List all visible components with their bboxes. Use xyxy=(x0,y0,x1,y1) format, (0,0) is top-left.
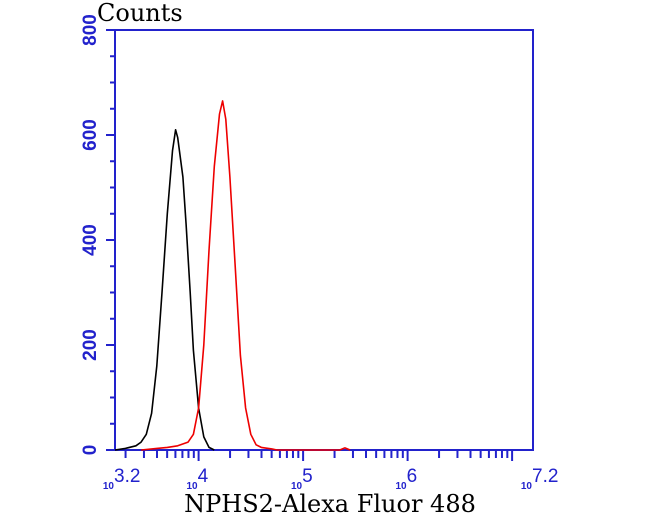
y-tick-label: 400 xyxy=(80,224,101,256)
x-tick-label-exponent: 5 xyxy=(302,466,313,487)
x-tick-label: 10 5 xyxy=(291,466,313,492)
y-axis-title: Counts xyxy=(97,0,183,27)
y-tick-label: 200 xyxy=(80,329,101,361)
x-tick-label-base: 10 xyxy=(395,481,407,492)
axis-ticks xyxy=(106,29,514,461)
x-axis-title: NPHS2-Alexa Fluor 488 xyxy=(184,490,476,517)
y-tick-label: 0 xyxy=(80,445,101,456)
x-tick-label: 10 4 xyxy=(186,466,208,492)
x-tick-label: 10 6 xyxy=(395,466,417,492)
histogram-series-2 xyxy=(141,100,351,451)
series-group xyxy=(114,100,351,451)
x-tick-label: 10 7.2 xyxy=(521,466,559,492)
x-tick-label: 10 3.2 xyxy=(103,466,141,492)
x-tick-label-base: 10 xyxy=(521,481,533,492)
x-tick-labels: 10 3.2 10 4 10 5 10 6 10 7.2 xyxy=(103,466,559,492)
x-tick-label-base: 10 xyxy=(186,481,198,492)
y-tick-label: 800 xyxy=(80,14,101,46)
x-tick-label-exponent: 6 xyxy=(407,466,418,487)
x-tick-label-exponent: 3.2 xyxy=(114,466,140,487)
y-tick-labels: 0 200 400 600 800 xyxy=(80,14,101,455)
x-tick-label-base: 10 xyxy=(103,481,115,492)
x-tick-label-base: 10 xyxy=(291,481,303,492)
x-tick-label-exponent: 4 xyxy=(198,466,209,487)
histogram-series-1 xyxy=(114,129,215,451)
plot-frame xyxy=(114,29,534,451)
y-tick-label: 600 xyxy=(80,119,101,151)
x-tick-label-exponent: 7.2 xyxy=(532,466,558,487)
